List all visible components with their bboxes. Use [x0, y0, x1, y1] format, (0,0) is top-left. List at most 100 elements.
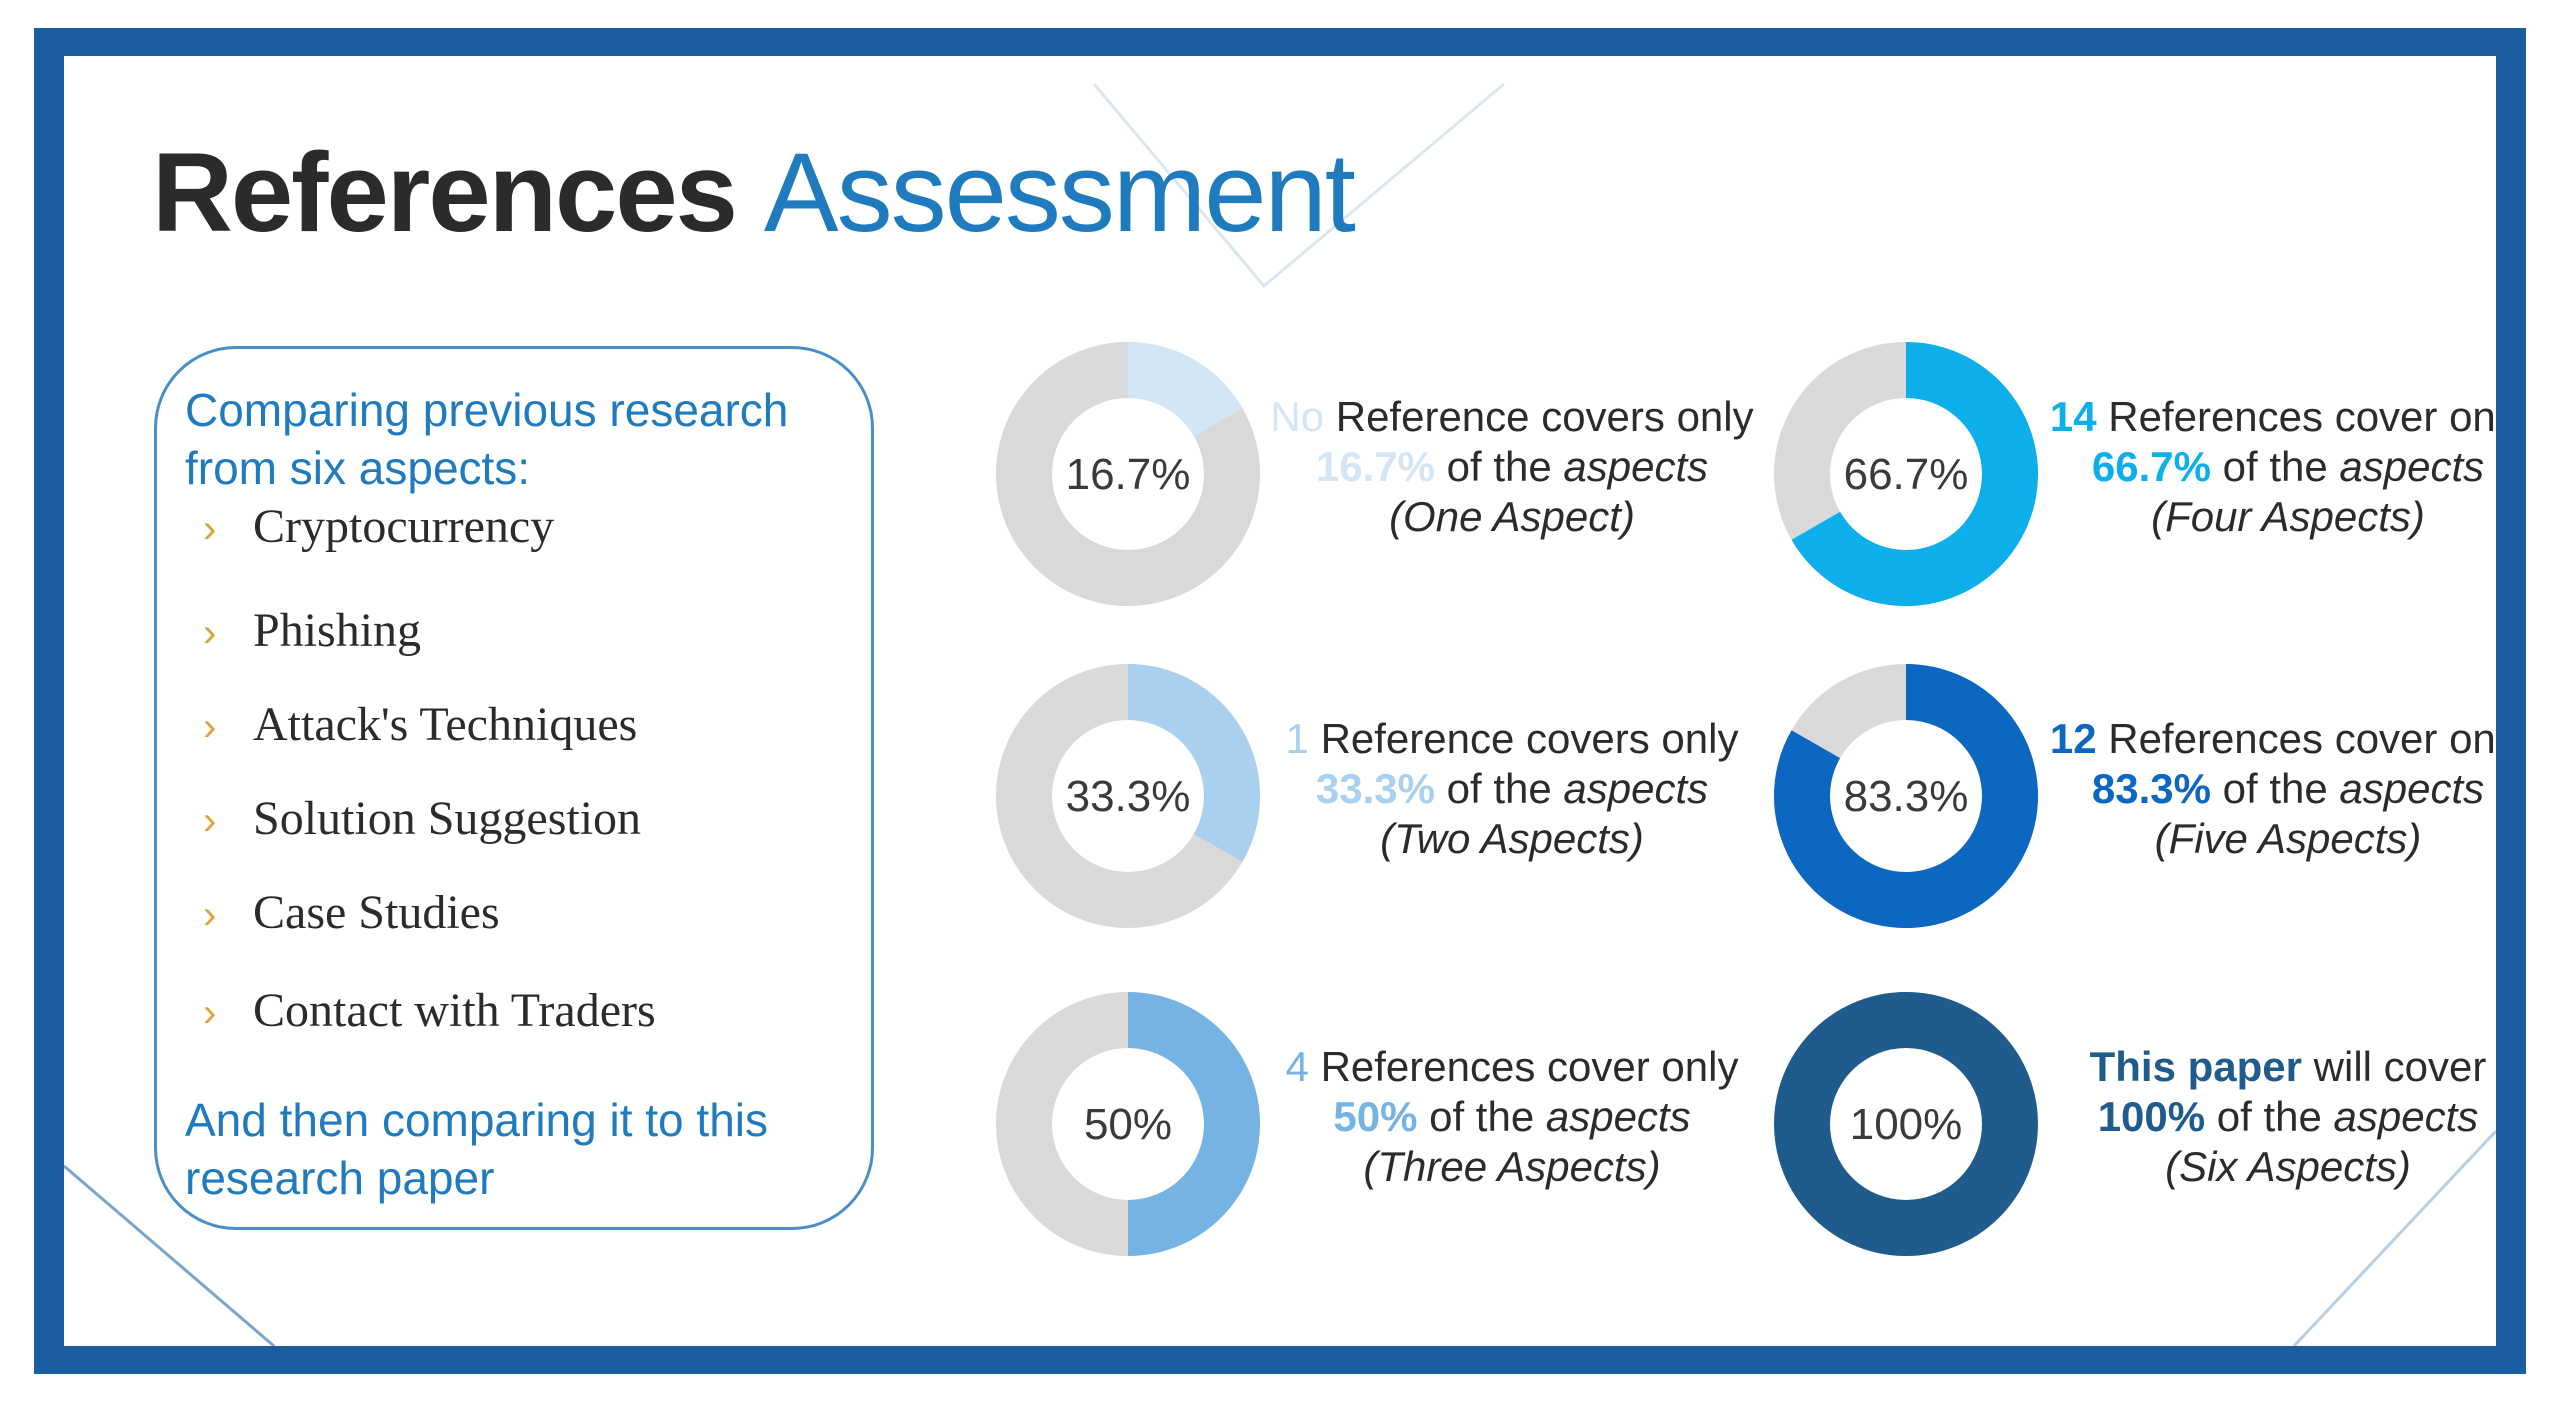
donut-caption: No Reference covers only 16.7% of the asp…: [1232, 392, 1792, 542]
caption-line-pct: 83.3% of the aspects: [2008, 764, 2496, 814]
donut-caption: 14 References cover only 66.7% of the asp…: [2008, 392, 2496, 542]
chevron-right-icon: ›: [203, 799, 217, 843]
donut-caption: This paper will cover 100% of the aspects…: [2008, 1042, 2496, 1192]
slide-canvas: References Assessment Comparing previous …: [64, 56, 2496, 1346]
caption-text: of the: [2210, 765, 2340, 812]
aspect-label: Attack's Techniques: [253, 698, 638, 751]
caption-percent: 33.3%: [1315, 765, 1435, 812]
donut-center-label: 100%: [1850, 1100, 1963, 1149]
chevron-right-icon: ›: [203, 705, 217, 749]
slide-frame: References Assessment Comparing previous …: [34, 28, 2526, 1374]
caption-note: (Four Aspects): [2151, 493, 2425, 540]
caption-line-count: 12 References cover only: [2008, 714, 2496, 764]
aspect-label: Contact with Traders: [253, 984, 656, 1037]
aspect-item: › Phishing: [203, 603, 421, 658]
panel-outro: And then comparing it to this research p…: [185, 1094, 768, 1204]
donut-segment: [1774, 992, 2038, 1256]
caption-line-count: 1 Reference covers only: [1232, 714, 1792, 764]
chevron-right-icon: ›: [203, 893, 217, 937]
caption-percent: 50%: [1333, 1093, 1418, 1140]
donut-center-label: 33.3%: [1066, 772, 1191, 821]
aspects-panel: Comparing previous research from six asp…: [154, 346, 874, 1230]
caption-line-pct: 66.7% of the aspects: [2008, 442, 2496, 492]
caption-count: 4: [1285, 1043, 1309, 1090]
caption-text: Reference covers only: [1324, 393, 1754, 440]
caption-percent: 66.7%: [2091, 443, 2211, 490]
donut-center-label: 83.3%: [1844, 772, 1969, 821]
donut-segment: [1774, 664, 2038, 928]
donut-caption: 12 References cover only 83.3% of the asp…: [2008, 714, 2496, 864]
donut-segment: [1127, 992, 1260, 1256]
aspect-label: Phishing: [253, 604, 422, 657]
caption-note: (Two Aspects): [1380, 815, 1644, 862]
donut-charts: 16.7% No Reference covers only 16.7% of th…: [64, 56, 2496, 1346]
caption-line-pct: 100% of the aspects: [2008, 1092, 2496, 1142]
caption-aspects-word: aspects: [2339, 765, 2485, 812]
caption-text: References cover only: [2096, 715, 2496, 762]
caption-aspects-word: aspects: [2333, 1093, 2479, 1140]
chevron-right-icon: ›: [203, 507, 217, 551]
aspect-item: › Contact with Traders: [203, 983, 656, 1038]
caption-text: of the: [1434, 765, 1564, 812]
aspect-item: › Case Studies: [203, 885, 500, 940]
donut-chart: 83.3%: [1774, 664, 2038, 928]
caption-aspects-word: aspects: [2339, 443, 2485, 490]
caption-text: References cover only: [2096, 393, 2496, 440]
caption-text: Reference covers only: [1308, 715, 1739, 762]
caption-text: of the: [1417, 1093, 1546, 1140]
caption-count: 14: [2049, 393, 2097, 440]
caption-note: (Three Aspects): [1363, 1143, 1661, 1190]
aspect-label: Cryptocurrency: [253, 500, 555, 553]
caption-count: This paper: [2089, 1043, 2302, 1090]
donut-segment: [1126, 342, 1243, 438]
aspect-label: Case Studies: [253, 886, 500, 939]
donut-chart: 100%: [1774, 992, 2038, 1256]
aspect-item: › Cryptocurrency: [203, 499, 554, 554]
donut-segment: [1791, 342, 2038, 606]
donut-center-label: 66.7%: [1844, 450, 1969, 499]
caption-note: (One Aspect): [1389, 493, 1635, 540]
caption-text: of the: [1434, 443, 1564, 490]
donut-segment: [1127, 664, 1260, 862]
caption-count: No: [1270, 393, 1325, 440]
aspect-item: › Attack's Techniques: [203, 697, 637, 752]
donut-center-label: 50%: [1084, 1100, 1172, 1149]
caption-count: 1: [1285, 715, 1309, 762]
title-word-assessment: Assessment: [763, 130, 1356, 255]
caption-line-count: No Reference covers only: [1232, 392, 1792, 442]
donut-caption: 4 References cover only 50% of the aspect…: [1232, 1042, 1792, 1192]
chevron-right-icon: ›: [203, 991, 217, 1035]
caption-percent: 16.7%: [1315, 443, 1435, 490]
panel-intro: Comparing previous research from six asp…: [185, 384, 789, 494]
aspect-item: › Solution Suggestion: [203, 791, 641, 846]
caption-text: will cover: [2302, 1043, 2487, 1090]
caption-line-pct: 33.3% of the aspects: [1232, 764, 1792, 814]
caption-text: of the: [2205, 1093, 2334, 1140]
caption-aspects-word: aspects: [1563, 443, 1709, 490]
caption-percent: 100%: [2097, 1093, 2206, 1140]
donut-center-label: 16.7%: [1066, 450, 1191, 499]
caption-note: (Six Aspects): [2165, 1143, 2411, 1190]
caption-text: References cover only: [1308, 1043, 1739, 1090]
caption-note: (Five Aspects): [2154, 815, 2422, 862]
background-decoration: [64, 82, 2496, 1346]
donut-chart: 66.7%: [1774, 342, 2038, 606]
caption-line-pct: 16.7% of the aspects: [1232, 442, 1792, 492]
caption-line-count: 4 References cover only: [1232, 1042, 1792, 1092]
caption-aspects-word: aspects: [1545, 1093, 1691, 1140]
caption-count: 12: [2049, 715, 2097, 762]
caption-line-pct: 50% of the aspects: [1232, 1092, 1792, 1142]
caption-text: of the: [2210, 443, 2340, 490]
aspect-label: Solution Suggestion: [253, 792, 642, 845]
caption-line-count: 14 References cover only: [2008, 392, 2496, 442]
donut-chart: 16.7%: [996, 342, 1260, 606]
page-title: References Assessment: [152, 128, 1356, 257]
donut-chart: 33.3%: [996, 664, 1260, 928]
donut-caption: 1 Reference covers only 33.3% of the aspe…: [1232, 714, 1792, 864]
caption-percent: 83.3%: [2091, 765, 2211, 812]
title-word-references: References: [152, 130, 738, 255]
chevron-right-icon: ›: [203, 611, 217, 655]
donut-chart: 50%: [996, 992, 1260, 1256]
caption-aspects-word: aspects: [1563, 765, 1709, 812]
caption-line-count: This paper will cover: [2008, 1042, 2496, 1092]
